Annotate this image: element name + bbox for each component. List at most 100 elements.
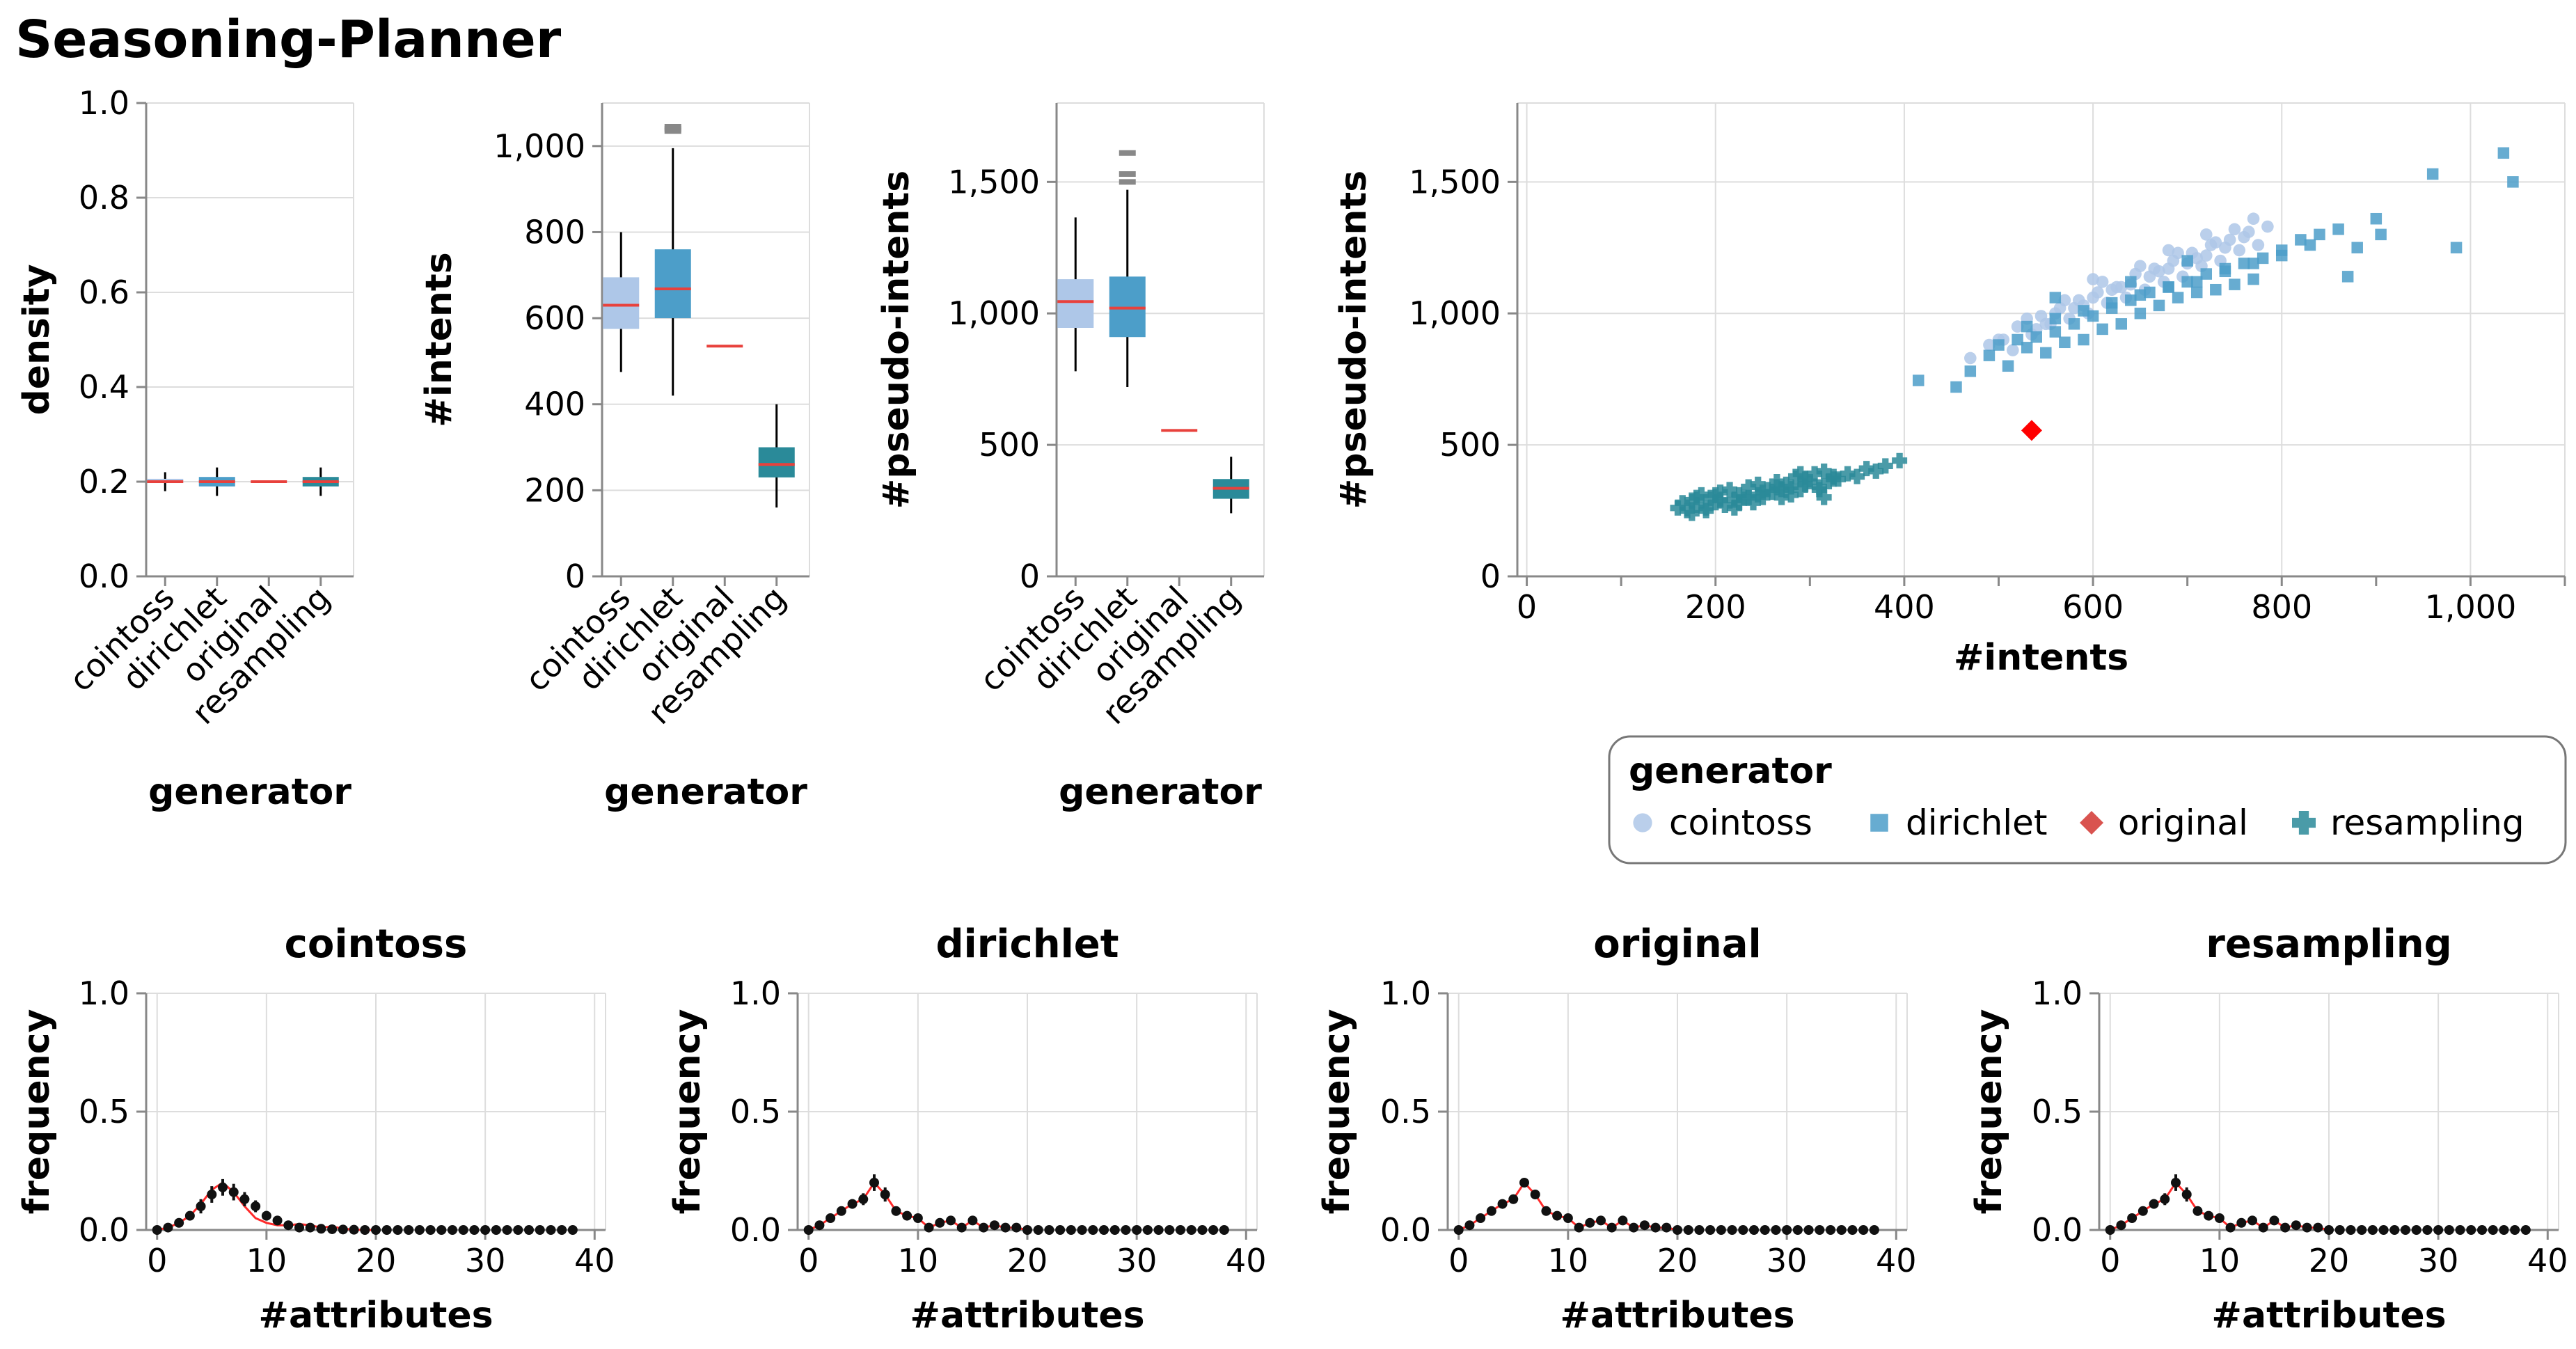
frequency-point xyxy=(2192,1206,2203,1216)
y-axis-title: frequency xyxy=(16,1009,58,1215)
scatter-point xyxy=(2507,176,2519,188)
frequency-point xyxy=(1066,1225,1076,1235)
frequency-point xyxy=(1099,1225,1109,1235)
x-tick-label: 20 xyxy=(2309,1242,2350,1279)
scatter-point xyxy=(1816,463,1832,479)
frequency-point xyxy=(2236,1217,2247,1228)
panel-title: resampling xyxy=(2206,922,2452,967)
frequency-point xyxy=(1153,1225,1164,1235)
frequency-point xyxy=(2401,1225,2410,1235)
box-cointoss xyxy=(603,232,640,372)
frequency-points xyxy=(2105,1174,2531,1235)
frequency-point xyxy=(1088,1225,1098,1235)
scatter-point xyxy=(2228,223,2241,236)
scatter-point xyxy=(2351,242,2363,254)
frequency-point xyxy=(1186,1225,1196,1235)
scatter-point xyxy=(1712,492,1728,508)
frequency-point xyxy=(1803,1225,1814,1235)
frequency-point xyxy=(2138,1206,2148,1216)
y-tick-label: 1,000 xyxy=(493,127,585,165)
scatter-point xyxy=(1807,466,1823,482)
box-outlier xyxy=(1119,150,1136,156)
frequency-point xyxy=(858,1194,869,1204)
y-axis-title: density xyxy=(16,264,58,415)
box-resampling xyxy=(302,467,339,496)
frequency-point xyxy=(1826,1225,1835,1235)
frequency-point xyxy=(174,1217,184,1228)
scatter-point xyxy=(1792,482,1808,498)
scatter-point xyxy=(2219,241,2231,254)
scatter-point xyxy=(2125,294,2137,306)
x-axis-title: #attributes xyxy=(910,1295,1144,1336)
frequency-point xyxy=(327,1224,338,1234)
frequency-point xyxy=(2324,1225,2334,1235)
frequency-point xyxy=(2149,1199,2159,1209)
frequency-point xyxy=(1121,1225,1131,1235)
scatter-point xyxy=(2229,278,2241,290)
scatter-point xyxy=(1750,487,1766,503)
y-tick-label: 0.0 xyxy=(2032,1211,2083,1249)
legend-item-dirichlet: dirichlet xyxy=(1870,803,2048,843)
box-dirichlet xyxy=(198,467,235,496)
frequency-point xyxy=(2204,1210,2214,1221)
scatter-point xyxy=(2238,230,2250,244)
y-tick-label: 1.0 xyxy=(79,975,129,1012)
frequency-point xyxy=(869,1178,879,1188)
x-tick-label: 10 xyxy=(898,1242,939,1279)
y-tick-label: 1.0 xyxy=(730,975,781,1012)
scatter-point xyxy=(1816,489,1832,505)
x-tick-label: 40 xyxy=(1226,1242,1267,1279)
scatter-point xyxy=(2162,244,2175,257)
frequency-point xyxy=(1574,1222,1584,1233)
box-outlier xyxy=(1119,179,1136,185)
legend: generator cointoss dirichlet original resamp… xyxy=(1608,735,2567,865)
x-tick-label: 40 xyxy=(574,1242,615,1279)
frequency-point xyxy=(814,1220,825,1231)
series-original xyxy=(2021,420,2042,441)
scatter-point xyxy=(1675,495,1691,511)
scatter-point xyxy=(2426,168,2439,180)
panel-title: original xyxy=(1593,922,1761,967)
x-tick-label: 1,000 xyxy=(2425,588,2517,626)
scatter-point xyxy=(2021,342,2033,354)
scatter-point xyxy=(2370,212,2383,225)
frequency-point xyxy=(1541,1206,1551,1216)
frequency-point xyxy=(2357,1225,2367,1235)
frequency-point xyxy=(502,1225,512,1235)
frequency-point xyxy=(946,1215,956,1226)
frequency-point xyxy=(1760,1225,1770,1235)
frequency-point xyxy=(2367,1225,2378,1235)
frequency-point xyxy=(2171,1178,2181,1188)
frequency-point xyxy=(1639,1220,1650,1231)
frequency-point xyxy=(2378,1225,2389,1235)
scatter-point xyxy=(2341,271,2354,283)
x-axis-title: generator xyxy=(604,771,807,813)
x-tick-label: 10 xyxy=(2199,1242,2241,1279)
frequency-point xyxy=(803,1225,814,1235)
frequency-point xyxy=(2389,1225,2400,1235)
legend-label: cointoss xyxy=(1669,803,1812,843)
scatter-point xyxy=(2181,276,2193,288)
scatter-point xyxy=(1773,482,1789,498)
frequency-point xyxy=(902,1210,912,1221)
frequency-point xyxy=(1563,1213,1573,1223)
frequency-point xyxy=(2510,1225,2520,1235)
scatter-point xyxy=(2219,265,2231,278)
frequency-point xyxy=(2269,1215,2279,1226)
frequency-point xyxy=(546,1225,556,1235)
frequency-point xyxy=(1585,1217,1595,1228)
y-tick-label: 800 xyxy=(524,213,585,251)
y-tick-label: 200 xyxy=(524,471,585,509)
frequency-point xyxy=(2455,1225,2465,1235)
y-tick-label: 0 xyxy=(1020,558,1040,595)
frequency-point xyxy=(1847,1225,1858,1235)
scatter-point xyxy=(2247,258,2259,269)
x-tick-label: 10 xyxy=(246,1242,287,1279)
frequency-point xyxy=(912,1213,923,1223)
scatter-point xyxy=(2238,258,2250,269)
scatter-point xyxy=(1950,381,1962,393)
density-box-chart: 0.00.20.40.60.81.0densitycointossdirichl… xyxy=(16,84,354,813)
frequency-point xyxy=(239,1194,250,1204)
frequency-point xyxy=(316,1224,326,1234)
frequency-point xyxy=(1661,1222,1672,1233)
